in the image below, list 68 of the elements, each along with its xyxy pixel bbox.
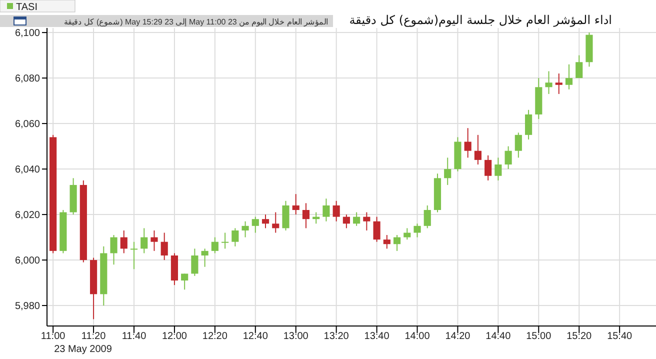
candlestick xyxy=(514,132,522,158)
candlestick xyxy=(545,70,552,94)
candlestick xyxy=(494,157,502,181)
candlestick xyxy=(332,200,340,222)
x-tick-label: 15:00 xyxy=(526,331,552,342)
chart-subtitle: المؤشر العام خلال اليوم من 23 May 11:00 إلى 23 May 15:29 (شموع) كل دقيقة xyxy=(64,18,328,26)
x-tick-label: 15:40 xyxy=(607,331,633,342)
candlestick xyxy=(242,220,249,238)
candlestick xyxy=(160,232,168,261)
candlestick xyxy=(373,216,380,242)
candlestick xyxy=(130,241,138,270)
candlestick xyxy=(191,248,198,276)
x-tick-label: 15:20 xyxy=(566,331,592,342)
y-tick-label: 6,080 xyxy=(14,74,40,85)
x-tick-label: 14:20 xyxy=(445,331,471,342)
candlestick xyxy=(524,109,532,140)
y-tick-label: 6,040 xyxy=(14,164,40,176)
candlestick xyxy=(383,234,390,250)
y-tick-label: 6,060 xyxy=(14,119,40,130)
x-tick-label: 14:00 xyxy=(404,331,430,342)
candlestick xyxy=(342,214,350,229)
x-tick-label: 11:20 xyxy=(81,331,106,342)
y-tick-label: 6,100 xyxy=(14,28,40,40)
candlestick xyxy=(302,202,310,229)
candlestick xyxy=(232,228,239,247)
x-tick-label: 11:00 xyxy=(40,331,66,342)
candlestick xyxy=(414,223,421,238)
legend-label: TASI xyxy=(16,2,38,13)
x-tick-label: 11:40 xyxy=(122,331,147,342)
candlestick xyxy=(504,146,512,170)
candlestick xyxy=(353,212,360,226)
candlestick xyxy=(282,200,290,231)
candlestick xyxy=(222,232,229,250)
candlestick xyxy=(555,72,562,94)
candlestick xyxy=(181,273,188,290)
candlestick xyxy=(576,54,583,79)
x-tick-label: 13:40 xyxy=(364,331,390,342)
candlestick xyxy=(110,234,118,266)
candlestick xyxy=(474,134,482,165)
candlestick xyxy=(363,212,370,231)
candlestick xyxy=(464,128,472,158)
candlestick xyxy=(262,214,270,229)
candlestick xyxy=(292,194,300,216)
chart-title: اداء المؤشر العام خلال جلسة اليوم(شموع) كل دقيقة xyxy=(349,13,612,27)
x-tick-label: 13:20 xyxy=(324,331,350,342)
y-tick-label: 5,980 xyxy=(14,301,40,312)
candlestick xyxy=(484,154,492,181)
candlestick xyxy=(201,248,208,268)
candlestick xyxy=(150,230,158,252)
candlestick xyxy=(272,212,280,234)
candlestick xyxy=(211,236,218,254)
candlestick xyxy=(424,204,431,229)
candlestick xyxy=(322,198,330,222)
candlestick xyxy=(252,216,259,234)
candlestick xyxy=(404,228,411,240)
x-tick-label: 12:00 xyxy=(162,331,188,342)
y-tick-label: 6,020 xyxy=(14,210,40,222)
x-tick-label: 13:00 xyxy=(283,331,309,342)
candlestick xyxy=(565,64,573,90)
x-tick-label: 14:40 xyxy=(486,331,512,342)
candlestick xyxy=(120,230,128,254)
y-tick-label: 6,000 xyxy=(14,256,40,267)
x-tick-label: 12:40 xyxy=(242,331,268,342)
text: 23 May 2009 xyxy=(54,344,112,355)
candlestick xyxy=(140,228,148,254)
x-tick-label: 12:20 xyxy=(202,331,228,342)
candlestick xyxy=(444,157,452,186)
candlestick xyxy=(393,234,401,252)
